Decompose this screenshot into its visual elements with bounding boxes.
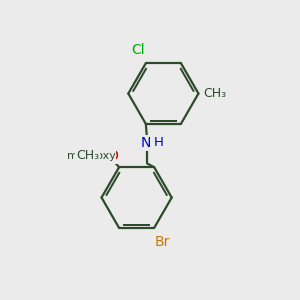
- Text: methoxy: methoxy: [67, 151, 116, 160]
- Text: CH₃: CH₃: [76, 149, 99, 162]
- Text: Br: Br: [154, 235, 170, 249]
- Text: N: N: [140, 136, 151, 150]
- Text: O: O: [107, 148, 118, 163]
- Text: Cl: Cl: [131, 43, 145, 57]
- Text: CH₃: CH₃: [203, 87, 226, 100]
- Text: H: H: [153, 136, 163, 149]
